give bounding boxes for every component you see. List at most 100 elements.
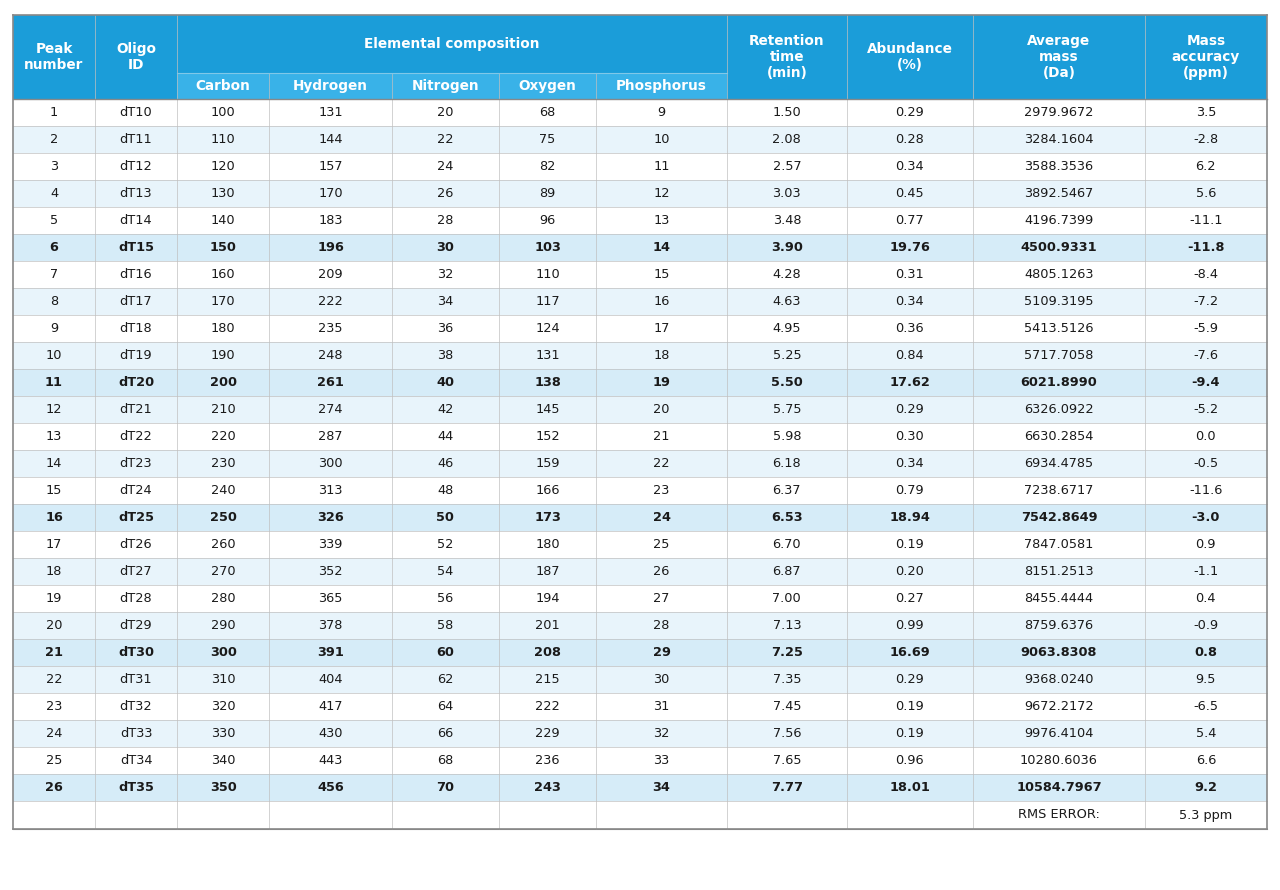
Text: 0.30: 0.30 — [896, 430, 924, 443]
Text: 7.35: 7.35 — [773, 673, 801, 686]
Text: 7.77: 7.77 — [771, 781, 803, 794]
Text: -1.1: -1.1 — [1193, 565, 1219, 578]
Text: Phosphorus: Phosphorus — [616, 79, 707, 93]
Bar — [13, 801, 1267, 829]
Text: dT33: dT33 — [120, 727, 152, 740]
Text: 23: 23 — [46, 700, 63, 713]
Text: Abundance
(%): Abundance (%) — [867, 42, 952, 72]
Text: 180: 180 — [211, 322, 236, 335]
Text: 82: 82 — [539, 160, 556, 173]
Text: 6: 6 — [50, 241, 59, 254]
Text: 0.20: 0.20 — [896, 565, 924, 578]
Text: 20: 20 — [653, 403, 669, 416]
Text: 29: 29 — [653, 646, 671, 659]
Text: 209: 209 — [319, 268, 343, 281]
Text: 42: 42 — [438, 403, 453, 416]
Text: 9: 9 — [50, 322, 58, 335]
Text: 52: 52 — [438, 538, 453, 551]
Text: 170: 170 — [319, 187, 343, 200]
Text: 250: 250 — [210, 511, 237, 524]
Bar — [13, 477, 1267, 504]
Text: 3.48: 3.48 — [773, 214, 801, 227]
Text: 4805.1263: 4805.1263 — [1024, 268, 1093, 281]
Text: 1: 1 — [50, 106, 58, 119]
Text: 0.9: 0.9 — [1196, 538, 1216, 551]
Text: Oligo
ID: Oligo ID — [116, 42, 156, 72]
Text: 110: 110 — [535, 268, 559, 281]
Text: 15: 15 — [653, 268, 669, 281]
Bar — [13, 261, 1267, 288]
Bar — [13, 720, 1267, 747]
Text: dT26: dT26 — [120, 538, 152, 551]
Text: 124: 124 — [535, 322, 559, 335]
Text: 140: 140 — [211, 214, 236, 227]
Text: 190: 190 — [211, 349, 236, 362]
Text: 3284.1604: 3284.1604 — [1024, 133, 1093, 146]
Text: 4500.9331: 4500.9331 — [1020, 241, 1097, 254]
Text: 24: 24 — [46, 727, 63, 740]
Bar — [13, 315, 1267, 342]
Text: 10: 10 — [46, 349, 63, 362]
Text: 138: 138 — [534, 376, 561, 389]
Text: 5.6: 5.6 — [1196, 187, 1216, 200]
Text: 378: 378 — [319, 619, 343, 632]
Text: 173: 173 — [534, 511, 561, 524]
Text: 22: 22 — [438, 133, 453, 146]
Text: -5.2: -5.2 — [1193, 403, 1219, 416]
Text: 38: 38 — [438, 349, 453, 362]
Text: 7847.0581: 7847.0581 — [1024, 538, 1093, 551]
Text: 2979.9672: 2979.9672 — [1024, 106, 1093, 119]
Text: 18: 18 — [653, 349, 669, 362]
Text: 5: 5 — [50, 214, 58, 227]
Text: Average
mass
(Da): Average mass (Da) — [1028, 34, 1091, 80]
Text: 5.50: 5.50 — [771, 376, 803, 389]
Text: 22: 22 — [46, 673, 63, 686]
Bar — [13, 180, 1267, 207]
Text: 21: 21 — [653, 430, 669, 443]
Text: dT12: dT12 — [119, 160, 152, 173]
Text: 18.01: 18.01 — [890, 781, 931, 794]
Text: 34: 34 — [653, 781, 671, 794]
Text: 7.25: 7.25 — [771, 646, 803, 659]
Text: 2: 2 — [50, 133, 58, 146]
Bar — [13, 396, 1267, 423]
Text: 261: 261 — [317, 376, 344, 389]
Text: 9.2: 9.2 — [1194, 781, 1217, 794]
Text: 300: 300 — [210, 646, 237, 659]
Text: 7238.6717: 7238.6717 — [1024, 484, 1093, 497]
Text: 17: 17 — [46, 538, 63, 551]
Text: 14: 14 — [46, 457, 63, 470]
Bar — [973, 15, 1144, 99]
Text: -0.5: -0.5 — [1193, 457, 1219, 470]
Text: 7.56: 7.56 — [773, 727, 801, 740]
Text: 3.03: 3.03 — [773, 187, 801, 200]
Text: 117: 117 — [535, 295, 559, 308]
Bar — [13, 585, 1267, 612]
Text: 2.57: 2.57 — [773, 160, 801, 173]
Text: 26: 26 — [45, 781, 63, 794]
Text: dT20: dT20 — [118, 376, 154, 389]
Text: 4196.7399: 4196.7399 — [1024, 214, 1093, 227]
Text: 16: 16 — [45, 511, 63, 524]
Text: 200: 200 — [210, 376, 237, 389]
Text: 0.27: 0.27 — [896, 592, 924, 605]
Text: -5.9: -5.9 — [1193, 322, 1219, 335]
Text: 0.34: 0.34 — [896, 160, 924, 173]
Text: 25: 25 — [653, 538, 669, 551]
Text: 339: 339 — [319, 538, 343, 551]
Text: 280: 280 — [211, 592, 236, 605]
Text: 110: 110 — [211, 133, 236, 146]
Text: Oxygen: Oxygen — [518, 79, 576, 93]
Text: 404: 404 — [319, 673, 343, 686]
Text: 196: 196 — [317, 241, 344, 254]
Text: 75: 75 — [539, 133, 556, 146]
Text: 8151.2513: 8151.2513 — [1024, 565, 1094, 578]
Bar — [13, 639, 1267, 666]
Text: 0.34: 0.34 — [896, 457, 924, 470]
Text: 187: 187 — [535, 565, 559, 578]
Text: 10584.7967: 10584.7967 — [1016, 781, 1102, 794]
Text: 0.19: 0.19 — [896, 700, 924, 713]
Bar — [13, 234, 1267, 261]
Text: 391: 391 — [317, 646, 344, 659]
Text: 19.76: 19.76 — [890, 241, 931, 254]
